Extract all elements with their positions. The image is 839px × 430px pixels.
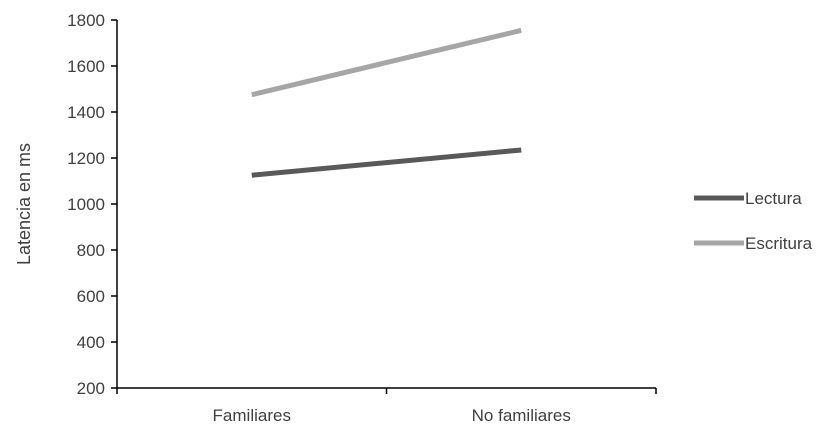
legend-label-escritura: Escritura (745, 234, 813, 253)
x-axis-ticks: Familiares No familiares (116, 388, 657, 425)
y-tick-label: 200 (77, 379, 105, 398)
series-lines (251, 27, 522, 178)
y-tick-label: 1400 (67, 103, 105, 122)
y-tick-label: 1800 (67, 11, 105, 30)
y-tick-label: 1600 (67, 57, 105, 76)
y-axis-title: Latencia en ms (14, 143, 34, 265)
x-tick-label: Familiares (213, 406, 291, 425)
y-tick-label: 800 (77, 241, 105, 260)
series-line-escritura (251, 27, 522, 98)
legend-label-lectura: Lectura (745, 189, 802, 208)
legend: Lectura Escritura (694, 189, 813, 253)
y-tick-label: 400 (77, 333, 105, 352)
series-line-lectura (251, 147, 522, 178)
y-axis-ticks: 200 400 600 800 1000 1200 1400 1600 1800 (67, 11, 117, 398)
x-tick-label: No familiares (472, 406, 571, 425)
y-tick-label: 1200 (67, 149, 105, 168)
y-tick-label: 600 (77, 287, 105, 306)
y-tick-label: 1000 (67, 195, 105, 214)
